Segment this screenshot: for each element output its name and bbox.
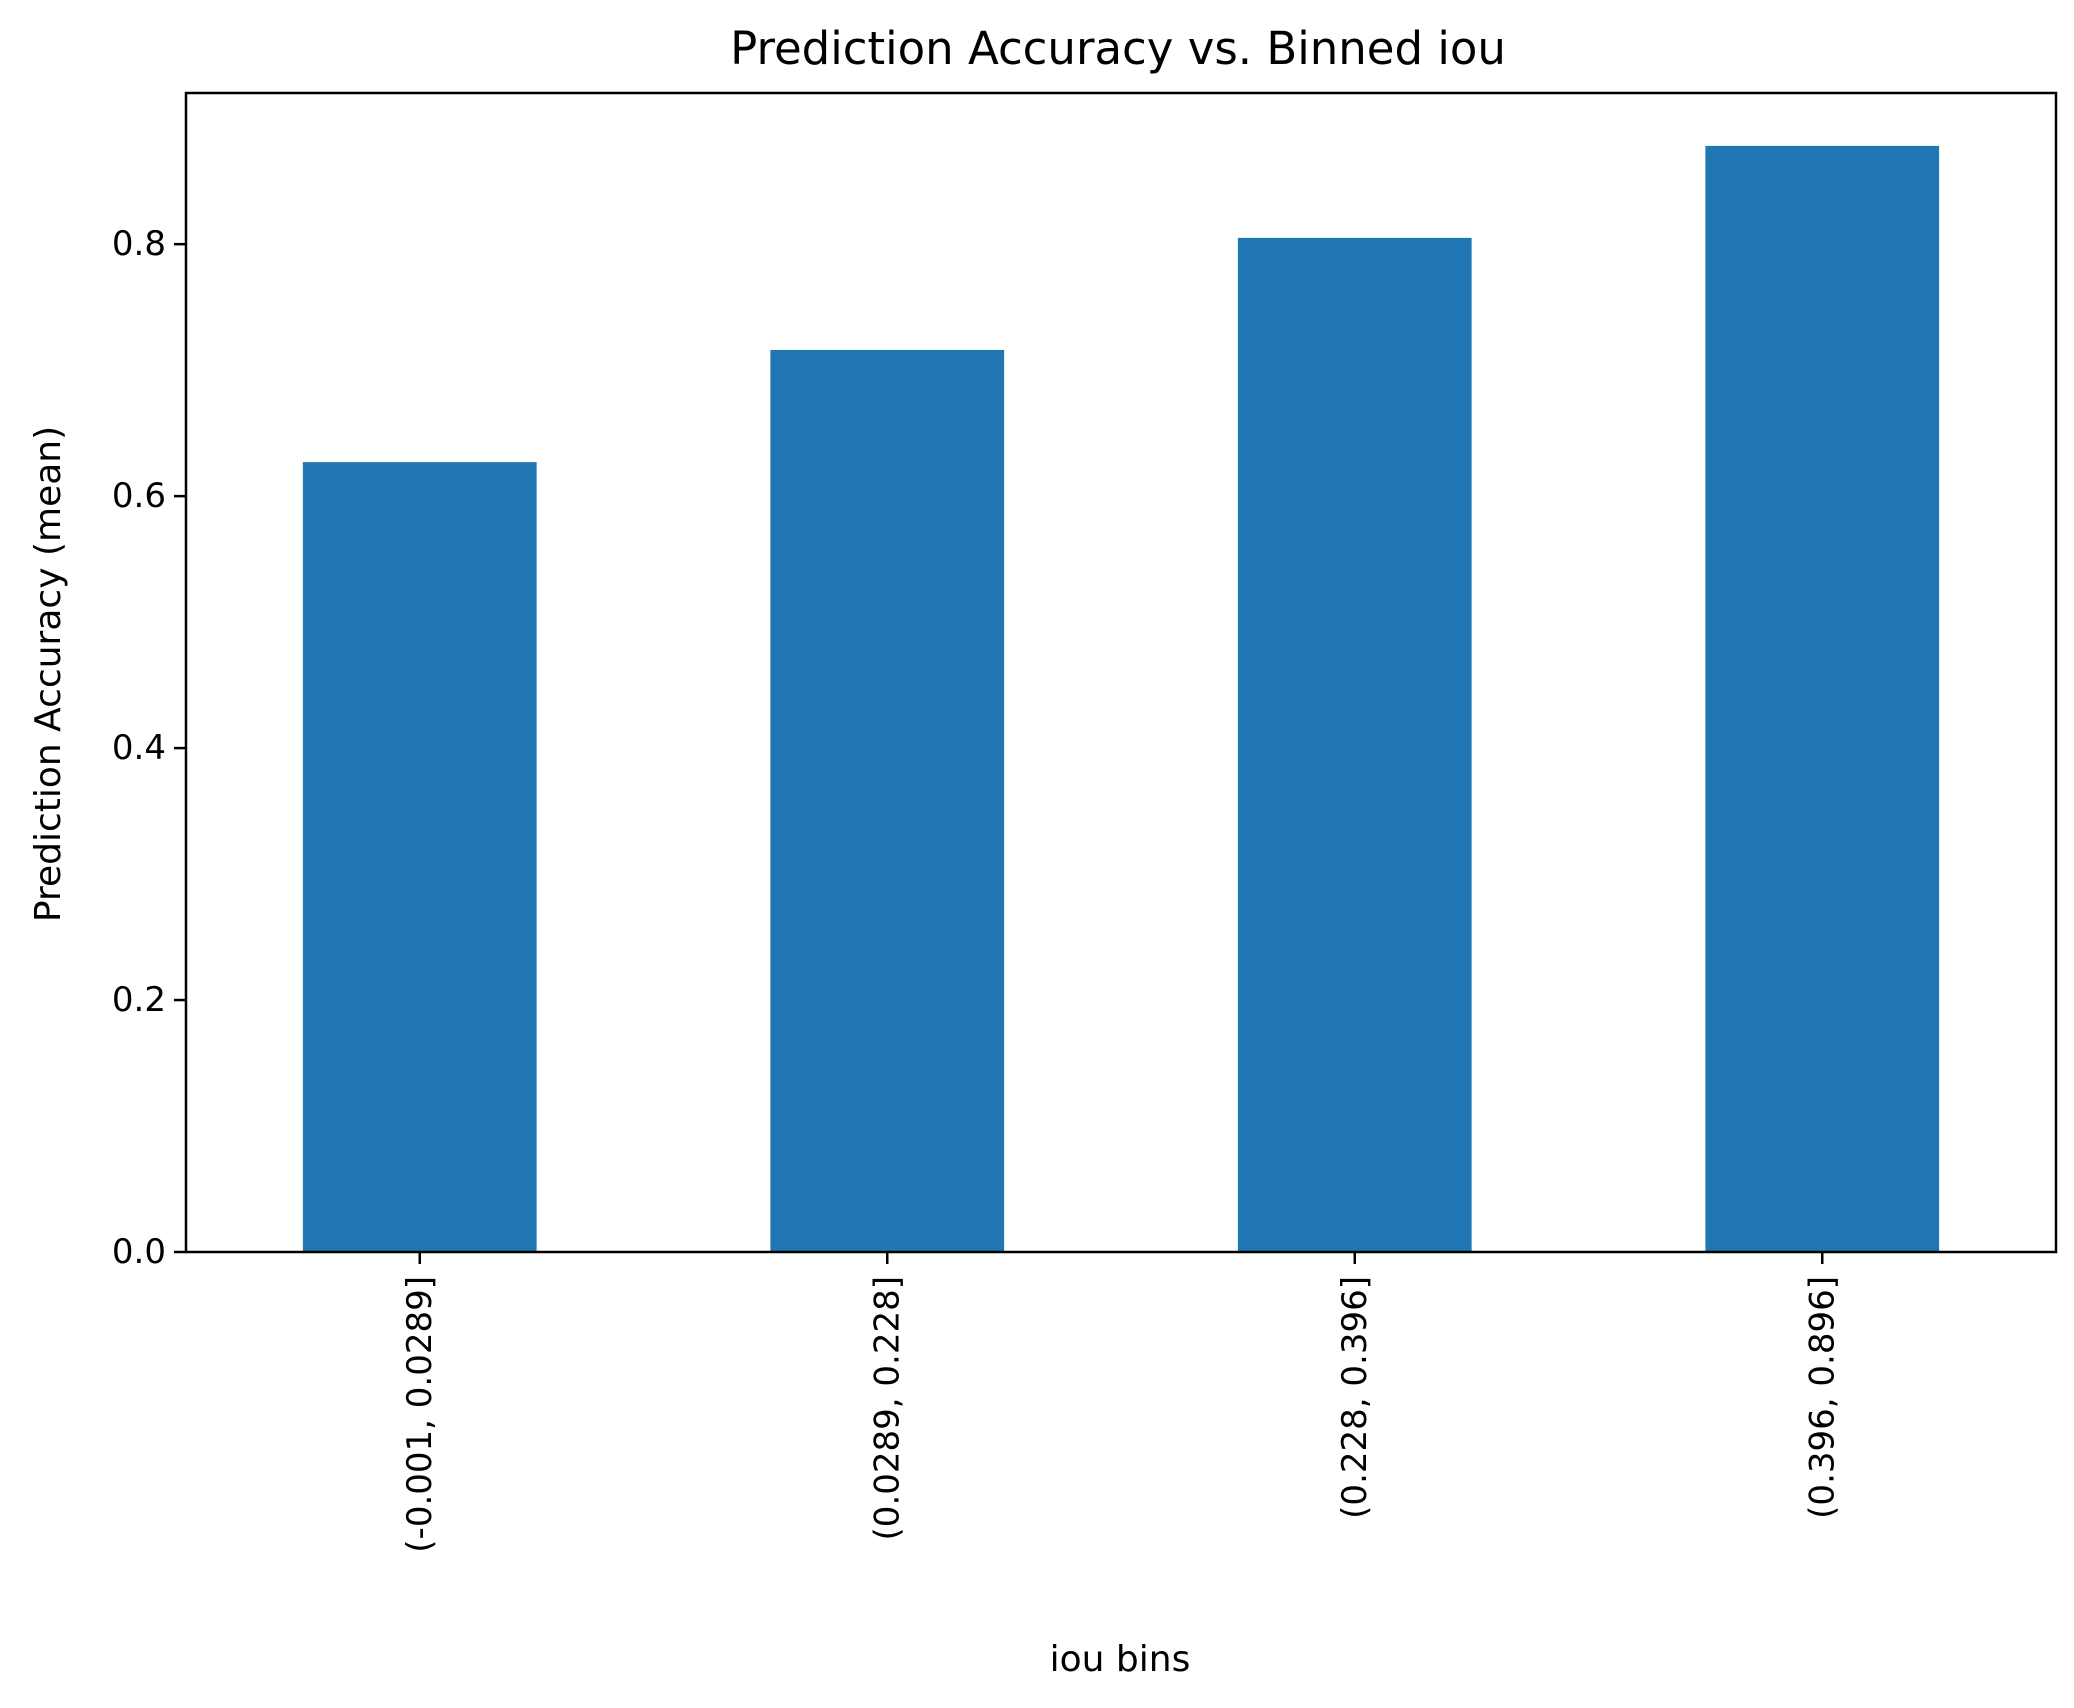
y-axis-ticks: 0.0 0.2 0.4 0.6 0.8: [112, 224, 186, 1272]
y-tick-label: 0.2: [112, 980, 166, 1020]
bar-3: [1237, 237, 1472, 1252]
x-tick-label: (-0.001, 0.0289]: [400, 1276, 440, 1553]
x-tick-label: (0.396, 0.896]: [1802, 1276, 1842, 1519]
plot-area: 0.0 0.2 0.4 0.6 0.8 (-0.001, 0.0289] (0.0289,…: [112, 91, 2058, 1553]
y-axis-label: Prediction Accuracy (mean): [28, 426, 69, 922]
x-tick-label: (0.228, 0.396]: [1335, 1276, 1375, 1519]
x-axis-label: iou bins: [1050, 1639, 1191, 1680]
bar-2: [770, 349, 1005, 1252]
bar-4: [1705, 145, 1940, 1252]
chart-title: Prediction Accuracy vs. Binned iou: [730, 22, 1506, 75]
x-tick-label: (0.0289, 0.228]: [867, 1276, 907, 1540]
bars-group: [302, 145, 1940, 1252]
x-axis-ticks: (-0.001, 0.0289] (0.0289, 0.228] (0.228, 0…: [400, 1252, 1842, 1553]
y-tick-label: 0.0: [112, 1232, 166, 1272]
bar-1: [302, 462, 537, 1252]
y-tick-label: 0.8: [112, 224, 166, 264]
y-tick-label: 0.4: [112, 728, 166, 768]
axes-frame: [184, 91, 2058, 1254]
y-tick-label: 0.6: [112, 476, 166, 516]
